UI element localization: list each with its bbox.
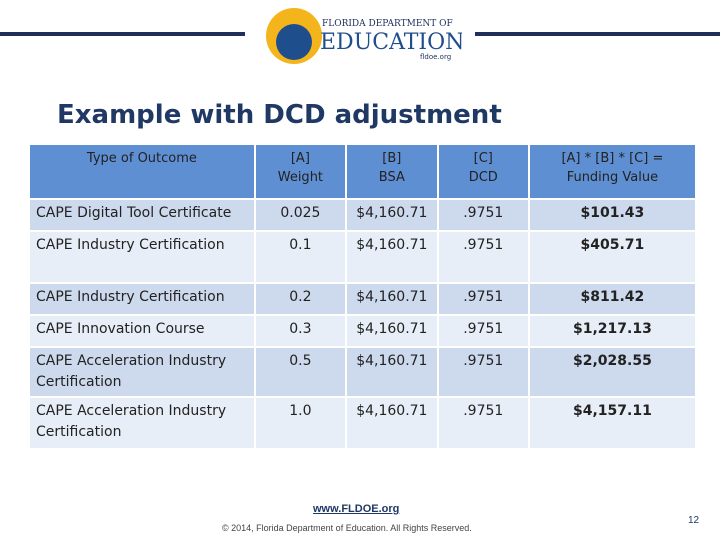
column-header: [B] BSA [346, 145, 437, 198]
top-rule-left [0, 32, 245, 36]
value-cell: $1,217.13 [529, 316, 695, 346]
value-cell: $101.43 [529, 200, 695, 230]
value-cell: $4,160.71 [346, 232, 437, 282]
value-cell: $2,028.55 [529, 348, 695, 396]
header-line: Type of Outcome [86, 151, 197, 166]
value-cell: 0.5 [255, 348, 345, 396]
value-cell: .9751 [438, 200, 528, 230]
value-cell: $405.71 [529, 232, 695, 282]
value-cell: $811.42 [529, 284, 695, 314]
logo-line2: EDUCATION [320, 30, 462, 55]
column-header: Type of Outcome [30, 145, 254, 198]
header-line: [C] [473, 151, 493, 166]
header-line: Funding Value [566, 170, 659, 185]
outcome-cell: CAPE Digital Tool Certificate [30, 200, 254, 230]
logo-globe [276, 24, 312, 60]
table-row: CAPE Acceleration Industry Certification… [30, 398, 695, 448]
header-line: [A] * [B] * [C] = [561, 151, 664, 166]
value-cell: .9751 [438, 348, 528, 396]
value-cell: .9751 [438, 232, 528, 282]
copyright: © 2014, Florida Department of Education.… [222, 523, 472, 533]
column-header: [A] Weight [255, 145, 345, 198]
header-line: Weight [277, 170, 324, 185]
value-cell: .9751 [438, 316, 528, 346]
value-cell: 0.2 [255, 284, 345, 314]
value-cell: .9751 [438, 398, 528, 448]
value-cell: 0.1 [255, 232, 345, 282]
table-body: CAPE Digital Tool Certificate 0.025 $4,160… [30, 200, 695, 448]
value-cell: 0.025 [255, 200, 345, 230]
header-line: [B] [382, 151, 402, 166]
table-row: CAPE Acceleration Industry Certification… [30, 348, 695, 396]
logo-line1: FLORIDA DEPARTMENT OF [322, 19, 453, 29]
table-row: CAPE Industry Certification 0.1 $4,160.71.… [30, 232, 695, 282]
header-row: Type of Outcome [A] Weight [B] BSA [C] DCD [A] … [30, 145, 695, 198]
value-cell: $4,157.11 [529, 398, 695, 448]
footer-link[interactable]: www.FLDOE.org [313, 503, 400, 515]
outcome-cell: CAPE Industry Certification [30, 232, 254, 282]
funding-table: Type of Outcome [A] Weight [B] BSA [C] DCD [A] … [28, 143, 697, 450]
header-line: BSA [378, 170, 405, 185]
outcome-cell: CAPE Innovation Course [30, 316, 254, 346]
header-line: DCD [468, 170, 498, 185]
header-line: [A] [290, 151, 310, 166]
value-cell: 0.3 [255, 316, 345, 346]
page-number: 12 [688, 515, 700, 526]
value-cell: .9751 [438, 284, 528, 314]
logo: FLORIDA DEPARTMENT OF EDUCATION fldoe.or… [266, 8, 462, 64]
outcome-cell: CAPE Acceleration Industry Certification [30, 348, 254, 396]
logo-url: fldoe.org [420, 53, 451, 61]
title: Example with DCD adjustment [57, 100, 502, 130]
value-cell: $4,160.71 [346, 348, 437, 396]
outcome-cell: CAPE Industry Certification [30, 284, 254, 314]
value-cell: $4,160.71 [346, 398, 437, 448]
outcome-cell: CAPE Acceleration Industry Certification [30, 398, 254, 448]
value-cell: $4,160.71 [346, 200, 437, 230]
table-row: CAPE Industry Certification 0.2 $4,160.71.… [30, 284, 695, 314]
table-row: CAPE Innovation Course 0.3 $4,160.71.9751 $… [30, 316, 695, 346]
value-cell: $4,160.71 [346, 284, 437, 314]
column-header: [A] * [B] * [C] = Funding Value [529, 145, 695, 198]
top-rule-right [475, 32, 720, 36]
value-cell: 1.0 [255, 398, 345, 448]
value-cell: $4,160.71 [346, 316, 437, 346]
column-header: [C] DCD [438, 145, 528, 198]
table-row: CAPE Digital Tool Certificate 0.025 $4,160… [30, 200, 695, 230]
